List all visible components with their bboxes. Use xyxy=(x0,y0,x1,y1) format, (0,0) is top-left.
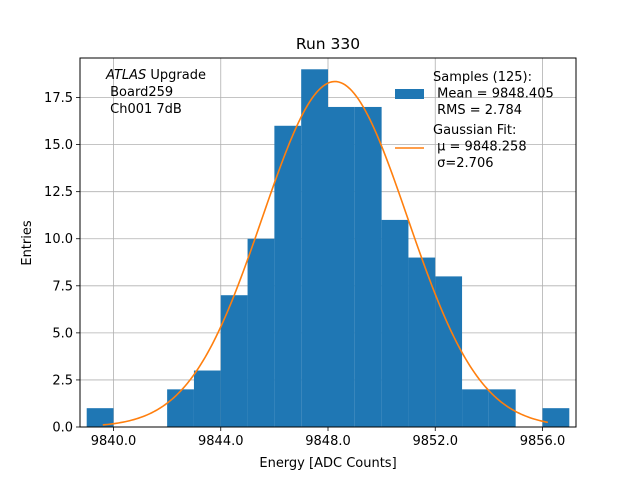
y-tick-label: 10.0 xyxy=(44,232,73,247)
histogram-bar xyxy=(247,238,275,427)
histogram-bar xyxy=(462,389,489,427)
annotation-channel: Ch001 7dB xyxy=(106,102,182,117)
histogram-bar xyxy=(328,106,355,428)
y-tick-label: 15.0 xyxy=(44,138,73,153)
histogram-bar xyxy=(435,276,463,427)
histogram-bar xyxy=(301,69,328,427)
x-tick-label: 9848.0 xyxy=(305,434,351,449)
histogram-bars xyxy=(86,69,570,428)
histogram-bar xyxy=(381,219,409,427)
y-axis-label: Entries xyxy=(20,220,35,266)
y-tick-label: 17.5 xyxy=(44,91,73,106)
x-tick-label: 9840.0 xyxy=(91,434,137,449)
svg-text:ATLAS Upgrade: ATLAS Upgrade xyxy=(105,68,206,83)
x-tick-label: 9856.0 xyxy=(520,434,566,449)
histogram-bar xyxy=(408,257,436,427)
chart-title: Run 330 xyxy=(296,35,360,53)
legend-fit-label: Gaussian Fit: μ = 9848.258 σ=2.706 xyxy=(433,123,527,171)
y-tick-label: 5.0 xyxy=(52,326,73,341)
y-tick-label: 0.0 xyxy=(52,421,73,436)
histogram-bar xyxy=(220,295,248,427)
histogram-bar xyxy=(193,370,221,427)
x-tick-label: 9852.0 xyxy=(412,434,458,449)
histogram-bar xyxy=(354,106,382,428)
legend: Samples (125): Mean = 9848.405 RMS = 2.7… xyxy=(395,70,554,171)
y-tick-label: 2.5 xyxy=(52,373,73,388)
annotation-board: Board259 xyxy=(106,85,173,100)
annotation-upgrade: Upgrade xyxy=(146,68,206,83)
annotation-atlas: ATLAS xyxy=(105,68,146,83)
y-tick-label: 12.5 xyxy=(44,185,73,200)
y-tick-label: 7.5 xyxy=(52,279,73,294)
histogram-bar xyxy=(86,408,114,427)
histogram-bar xyxy=(274,125,302,427)
axis-ticks: 9840.0 9844.0 9848.0 9852.0 9856.0 0.0 2.5 5.0 7… xyxy=(44,91,565,449)
histogram-bar xyxy=(167,389,194,427)
x-tick-label: 9844.0 xyxy=(198,434,244,449)
gaussian-fit-curve xyxy=(102,80,549,426)
legend-samples-label: Samples (125): Mean = 9848.405 RMS = 2.7… xyxy=(433,70,554,118)
histogram-bar xyxy=(542,408,570,427)
legend-samples-swatch xyxy=(395,89,424,99)
info-annotation: ATLAS Upgrade Board259 Ch001 7dB xyxy=(105,68,206,117)
x-axis-label: Energy [ADC Counts] xyxy=(259,456,396,471)
